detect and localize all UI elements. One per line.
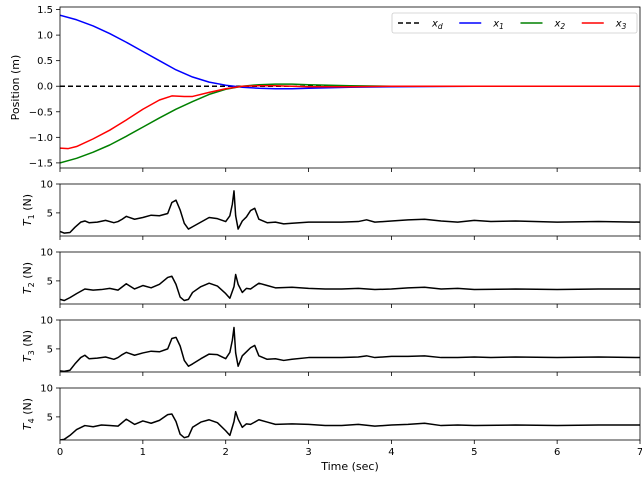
series-line-x-2 [60,83,640,164]
legend-label: x3 [615,19,627,32]
series-line-t-4 [60,410,640,440]
y-tick-label: 10 [40,384,53,395]
x-tick-label: 7 [637,447,642,458]
panel-4: 5 10 T3 (N) [21,316,641,376]
legend-label: xd [431,19,443,32]
y-tick-label: 10 [40,180,53,191]
y-tick-label: 5 [47,344,53,355]
y-tick-label: 10 [40,316,53,327]
legend: xd x1 x2 x3 [391,12,638,34]
plot-frame [59,251,641,305]
panel-3: 5 10 T2 (N) [21,248,641,308]
x-tick-label: 0 [57,447,63,458]
y-tick-label: 5 [47,276,53,287]
y-axis-label: T2 (N) [21,262,36,294]
y-axis-label: T1 (N) [21,194,36,226]
x-tick-label: 6 [554,447,560,458]
x-tick-label: 4 [388,447,394,458]
y-axis-label: T3 (N) [21,330,36,362]
x-tick-label: 1 [140,447,146,458]
series-line-t-2 [60,273,640,302]
panel-5: 5 10 0 1 2 3 4 5 6 7 T4 (N) Time (sec) [21,384,642,474]
y-tick-label: −1.0 [29,133,53,144]
y-tick-label: 1.5 [37,5,53,16]
series-line-t-3 [60,326,640,372]
y-tick-label: 0.5 [37,56,53,67]
panel-2: 5 10 T1 (N) [21,180,641,240]
legend-label: x2 [554,19,566,32]
legend-box [391,12,638,34]
plot-frame [59,387,641,441]
legend-label: x1 [492,19,504,32]
series-line-t-1 [60,190,640,234]
panel-1: −1.5 −1.0 −0.5 0.0 0.5 1.0 1.5 Position (m) xd x1… [9,5,641,172]
y-tick-label: 5 [47,208,53,219]
y-tick-label: −0.5 [29,107,53,118]
y-axis-label: Position (m) [9,55,22,121]
y-tick-label: 10 [40,248,53,259]
x-tick-label: 2 [223,447,229,458]
y-tick-label: −1.5 [29,158,53,169]
x-tick-label: 3 [305,447,311,458]
plot-frame [59,319,641,373]
y-tick-label: 0.0 [37,82,53,93]
y-axis-label: T4 (N) [21,398,36,430]
x-tick-label: 5 [471,447,477,458]
plot-frame [59,6,641,169]
x-axis-label: Time (sec) [320,460,379,473]
y-tick-label: 1.0 [37,31,53,42]
y-tick-label: 5 [47,412,53,423]
plot-frame [59,183,641,237]
series-line-x-3 [60,84,640,150]
